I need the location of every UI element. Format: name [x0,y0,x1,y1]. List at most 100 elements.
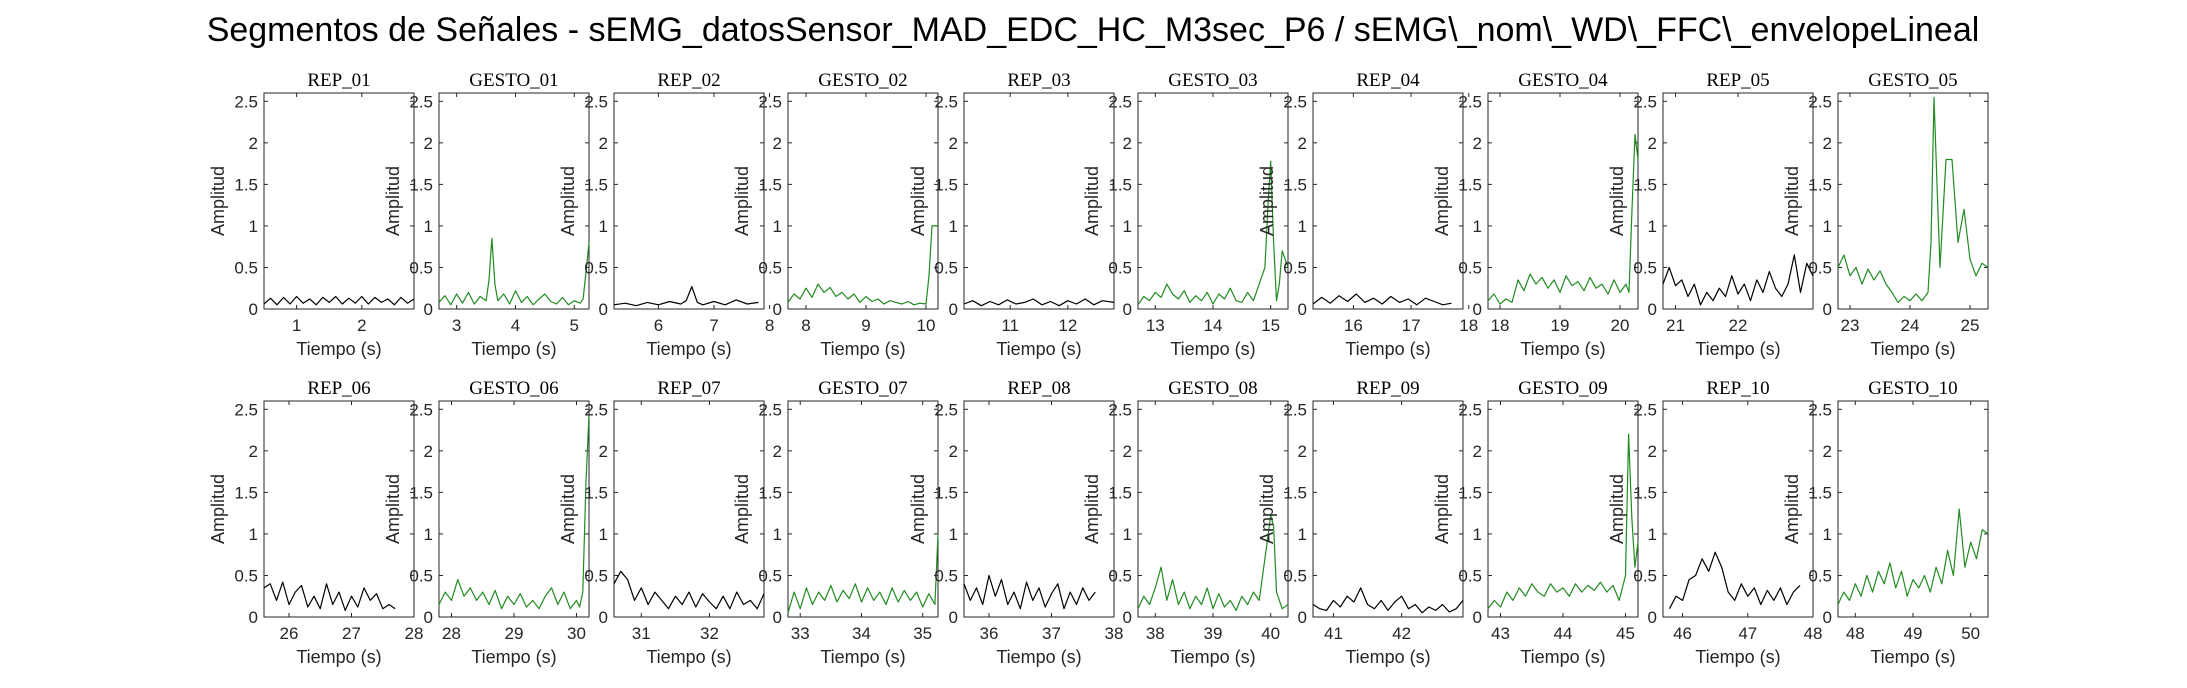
x-tick-label: 48 [1804,624,1823,643]
x-tick-label: 25 [1961,316,1980,335]
y-tick-label: 2 [1123,442,1132,461]
y-tick-label: 0 [599,300,608,319]
x-tick-label: 5 [570,316,579,335]
subplot-8: 0 0.5 1 1.5 2 2.5 18 19 20 GESTO_04 Tiempo (s) Ampl… [1432,70,1639,359]
plot-area [963,92,1115,310]
y-tick-label: 0 [1473,300,1482,319]
y-tick-label: 0.5 [409,258,433,277]
x-axis-label: Tiempo (s) [820,339,905,359]
y-tick-label: 2.5 [1283,400,1307,419]
y-tick-label: 1 [1473,525,1482,544]
subplot-6: 0 0.5 1 1.5 2 2.5 13 14 15 GESTO_03 Tiempo (s) Ampl… [1082,70,1289,359]
y-tick-label: 2.5 [1108,92,1132,111]
plot-area [1487,400,1639,618]
plot-area [1662,92,1814,310]
y-tick-label: 0.5 [584,566,608,585]
x-tick-label: 10 [917,316,936,335]
subplot-11: 0 0.5 1 1.5 2 2.5 26 27 28 REP_06 Tiempo (s) Amplit… [208,378,423,667]
y-tick-label: 2.5 [409,92,433,111]
y-tick-label: 0.5 [1283,258,1307,277]
y-tick-label: 2 [599,442,608,461]
y-tick-label: 2 [249,134,258,153]
x-axis-label: Tiempo (s) [1345,647,1430,667]
x-tick-label: 46 [1673,624,1692,643]
y-tick-label: 2.5 [1283,92,1307,111]
subplot-title: GESTO_05 [1868,70,1957,91]
y-tick-label: 1 [773,217,782,236]
y-tick-label: 0 [1298,608,1307,627]
subplot-19: 0 0.5 1 1.5 2 2.5 46 47 48 REP_10 Tiempo (s) Amplit… [1607,378,1822,667]
y-tick-label: 0 [1123,608,1132,627]
y-tick-label: 2.5 [234,400,258,419]
y-axis-label: Amplitud [1607,474,1627,544]
x-tick-label: 17 [1402,316,1421,335]
y-tick-label: 2 [1823,442,1832,461]
subplot-10: 0 0.5 1 1.5 2 2.5 23 24 25 GESTO_05 Tiempo (s) Ampl… [1782,70,1989,359]
x-axis-label: Tiempo (s) [996,339,1081,359]
plot-area [963,400,1115,618]
y-tick-label: 2 [949,134,958,153]
x-axis-label: Tiempo (s) [1695,647,1780,667]
y-tick-label: 1 [1123,525,1132,544]
y-tick-label: 2.5 [934,92,958,111]
x-tick-label: 4 [511,316,520,335]
x-tick-label: 50 [1961,624,1980,643]
signal-line [438,413,590,610]
y-tick-label: 2.5 [1633,400,1657,419]
y-tick-label: 2.5 [1108,400,1132,419]
signal-line [438,237,590,306]
subplot-title: REP_03 [1007,70,1070,91]
signal-line [613,570,765,610]
subplot-2: 0 0.5 1 1.5 2 2.5 3 4 5 GESTO_01 Tiempo (s) Amplitu… [383,70,590,359]
x-tick-label: 38 [1146,624,1165,643]
x-axis-label: Tiempo (s) [996,647,1081,667]
y-axis-label: Amplitud [383,474,403,544]
subplot-title: GESTO_10 [1868,378,1957,399]
x-tick-label: 28 [405,624,424,643]
y-axis-label: Amplitud [1607,166,1627,236]
y-tick-label: 2 [1648,442,1657,461]
y-tick-label: 2 [1823,134,1832,153]
y-tick-label: 2 [1298,442,1307,461]
x-tick-label: 24 [1901,316,1920,335]
y-tick-label: 1 [1648,217,1657,236]
y-tick-label: 0.5 [1808,258,1832,277]
subplot-title: GESTO_03 [1168,70,1257,91]
signal-line [787,225,938,306]
x-tick-label: 33 [791,624,810,643]
x-tick-label: 7 [709,316,718,335]
y-tick-label: 2 [249,442,258,461]
x-axis-label: Tiempo (s) [296,339,381,359]
subplot-18: 0 0.5 1 1.5 2 2.5 43 44 45 GESTO_09 Tiempo (s) Ampl… [1432,378,1639,667]
y-tick-label: 1.5 [1633,175,1657,194]
y-axis-label: Amplitud [732,474,752,544]
figure-title: Segmentos de Señales - sEMG_datosSensor_… [207,11,1980,49]
x-tick-label: 39 [1204,624,1223,643]
y-tick-label: 2 [1648,134,1657,153]
subplot-20: 0 0.5 1 1.5 2 2.5 48 49 50 GESTO_10 Tiempo (s) Ampl… [1782,378,1989,667]
y-tick-label: 0.5 [1108,566,1132,585]
signal-line [1668,551,1801,609]
signal-line [263,581,396,612]
y-tick-label: 0.5 [758,258,782,277]
plot-area [438,400,590,618]
y-tick-label: 0.5 [758,566,782,585]
x-tick-label: 29 [505,624,524,643]
x-tick-label: 44 [1554,624,1573,643]
y-tick-label: 0.5 [234,566,258,585]
plot-area [613,92,765,310]
y-tick-label: 1.5 [1633,483,1657,502]
subplot-title: GESTO_06 [469,378,558,399]
y-tick-label: 0 [424,300,433,319]
y-tick-label: 1 [949,525,958,544]
y-tick-label: 0 [1648,608,1657,627]
plot-area [1837,400,1989,618]
subplot-5: 0 0.5 1 1.5 2 2.5 11 12 REP_03 Tiempo (s) Amplitud [908,70,1115,359]
y-tick-label: 1 [773,525,782,544]
y-tick-label: 1.5 [1108,175,1132,194]
y-axis-label: Amplitud [1082,474,1102,544]
subplot-title: GESTO_07 [818,378,907,399]
x-axis-label: Tiempo (s) [646,647,731,667]
x-axis-label: Tiempo (s) [1870,339,1955,359]
